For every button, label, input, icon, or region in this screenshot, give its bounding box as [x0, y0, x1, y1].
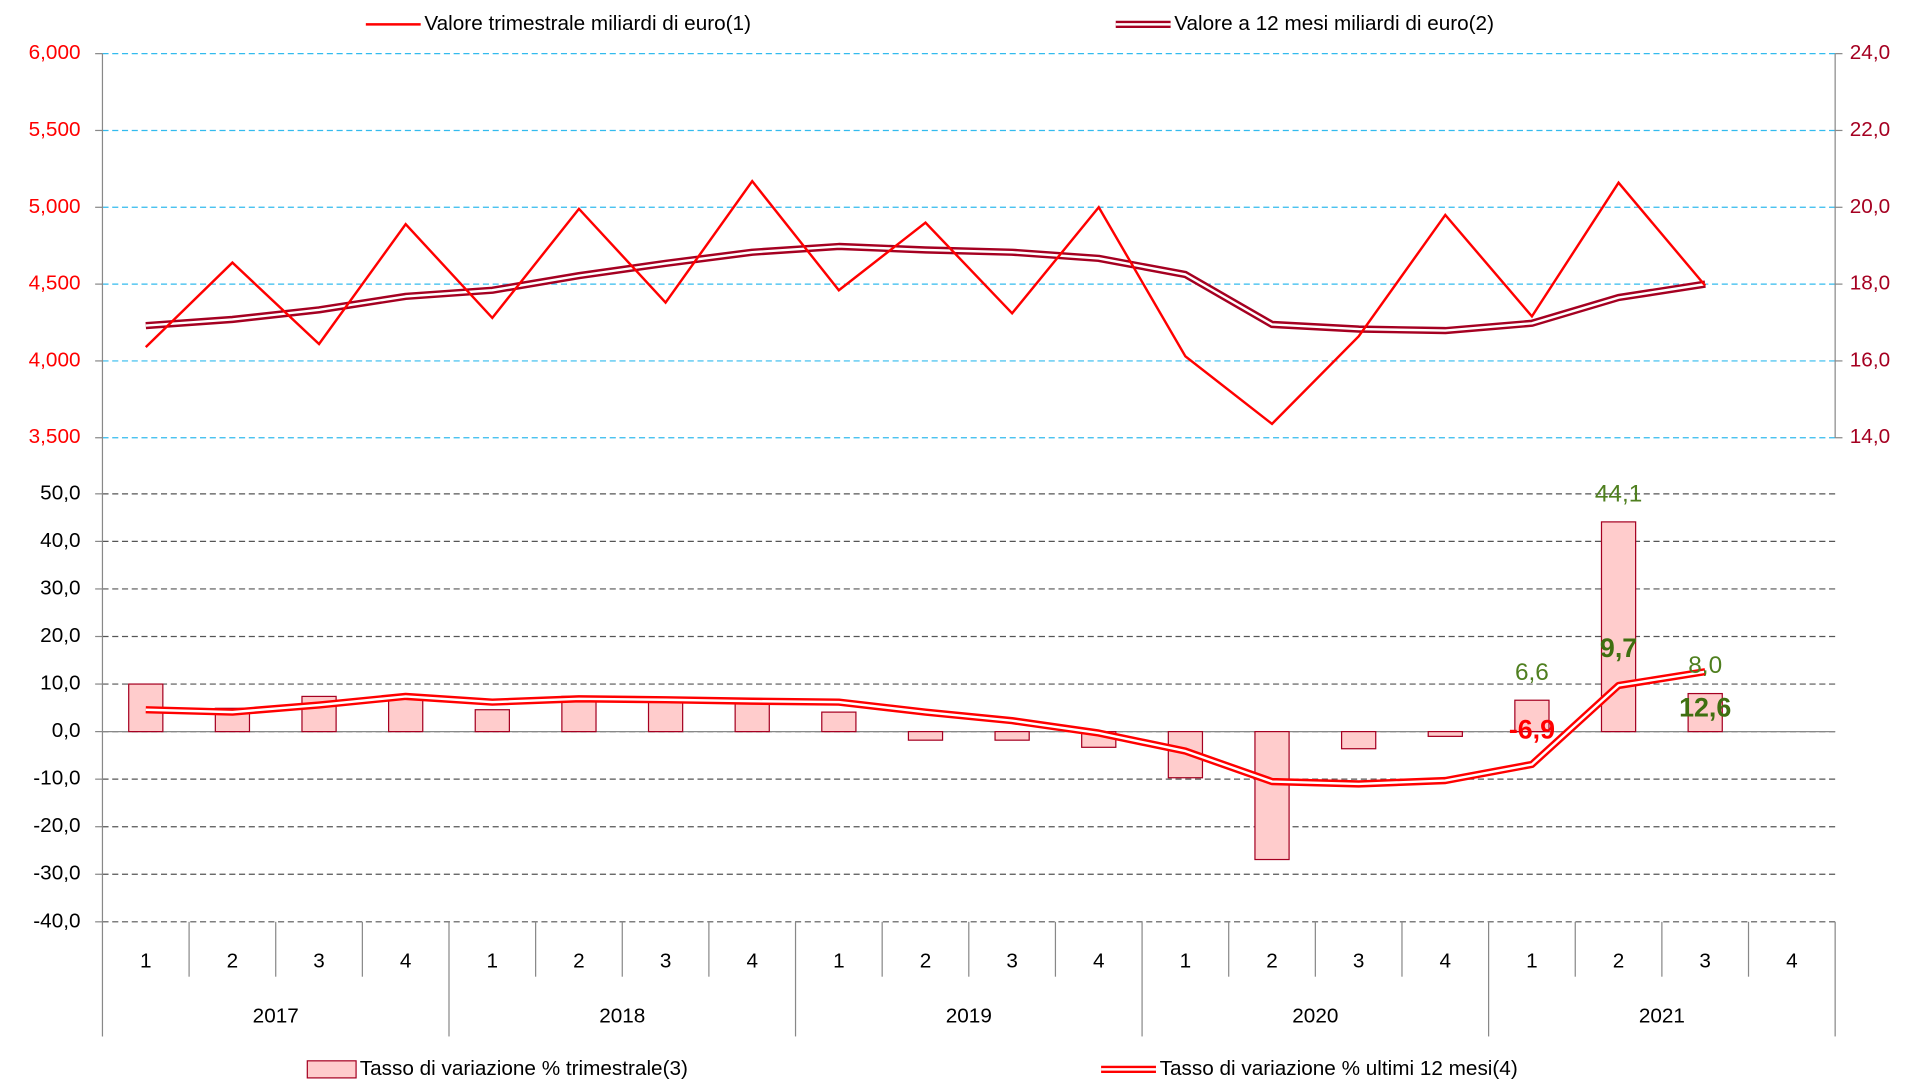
x-group-label: 2020 [1292, 1004, 1338, 1027]
y2-tick-label: 18,0 [1850, 272, 1890, 295]
x-tick-label: 1 [1526, 950, 1538, 973]
x-group-label: 2021 [1639, 1004, 1685, 1027]
bar [821, 711, 857, 733]
y2-tick-label: 20,0 [1850, 195, 1890, 218]
x-tick-label: 2 [573, 950, 585, 973]
legend-label: Valore a 12 mesi miliardi di euro(2) [1174, 12, 1494, 35]
x-tick-label: 2 [1266, 950, 1278, 973]
data-label: 8,0 [1688, 652, 1722, 679]
y-tick-label: 0,0 [52, 719, 81, 742]
data-label: 12,6 [1679, 693, 1731, 723]
x-tick-label: 4 [400, 950, 412, 973]
y-tick-label: -20,0 [33, 814, 80, 837]
x-tick-label: 3 [1353, 950, 1365, 973]
y2-tick-label: 22,0 [1850, 118, 1890, 141]
x-tick-label: 1 [487, 950, 499, 973]
data-label: 9,7 [1600, 633, 1637, 663]
legend-label: Tasso di variazione % trimestrale(3) [360, 1057, 688, 1080]
line-inner [145, 245, 1706, 332]
y-tick-label: 5,000 [29, 195, 81, 218]
x-tick-label: 4 [1093, 950, 1105, 973]
y-tick-label: 40,0 [40, 529, 80, 552]
bar [1254, 730, 1290, 861]
y-tick-label: 20,0 [40, 624, 80, 647]
line-series [145, 668, 1706, 788]
x-tick-label: 3 [660, 950, 672, 973]
bar [994, 730, 1030, 741]
bar [1340, 730, 1377, 750]
bar [474, 709, 510, 733]
x-tick-label: 1 [1180, 950, 1192, 973]
legend-swatch [306, 1060, 357, 1079]
x-tick-label: 3 [1699, 950, 1711, 973]
x-tick-label: 1 [833, 950, 845, 973]
x-tick-label: 3 [1006, 950, 1018, 973]
bar [647, 698, 684, 733]
x-tick-label: 3 [313, 950, 325, 973]
x-group-label: 2018 [599, 1004, 645, 1027]
y-tick-label: 50,0 [40, 481, 80, 504]
y-tick-label: 30,0 [40, 576, 80, 599]
y-tick-label: 5,500 [29, 118, 81, 141]
bar [387, 695, 424, 733]
x-tick-label: 4 [1786, 950, 1798, 973]
y-tick-label: -40,0 [33, 909, 80, 932]
y-tick-label: 4,500 [29, 272, 81, 295]
data-label: 44,1 [1595, 481, 1642, 508]
x-tick-label: 4 [1440, 950, 1452, 973]
line-series [144, 179, 1707, 426]
legend-label: Tasso di variazione % ultimi 12 mesi(4) [1160, 1057, 1518, 1080]
line-inner [145, 670, 1706, 786]
x-tick-label: 2 [227, 950, 239, 973]
x-tick-label: 1 [140, 950, 152, 973]
y-tick-label: 10,0 [40, 672, 80, 695]
y-tick-label: -30,0 [33, 862, 80, 885]
bar [734, 702, 770, 733]
x-group-label: 2017 [253, 1004, 299, 1027]
data-label: 6,6 [1515, 659, 1549, 686]
bar [1687, 692, 1723, 733]
x-group-label: 2019 [946, 1004, 992, 1027]
y2-tick-label: 14,0 [1850, 425, 1890, 448]
legend-label: Valore trimestrale miliardi di euro(1) [424, 12, 751, 35]
y2-tick-label: 24,0 [1850, 41, 1890, 64]
data-label: -6,9 [1509, 715, 1555, 745]
bar [907, 730, 944, 741]
x-tick-label: 2 [920, 950, 932, 973]
y-tick-label: -10,0 [33, 767, 80, 790]
y2-tick-label: 16,0 [1850, 348, 1890, 371]
bar [1514, 699, 1550, 733]
y-tick-label: 6,000 [29, 41, 81, 64]
y-tick-label: 4,000 [29, 348, 81, 371]
x-tick-label: 2 [1613, 950, 1625, 973]
y-tick-label: 3,500 [29, 425, 81, 448]
bar [128, 683, 164, 733]
bar [1427, 730, 1463, 737]
x-tick-label: 4 [746, 950, 758, 973]
